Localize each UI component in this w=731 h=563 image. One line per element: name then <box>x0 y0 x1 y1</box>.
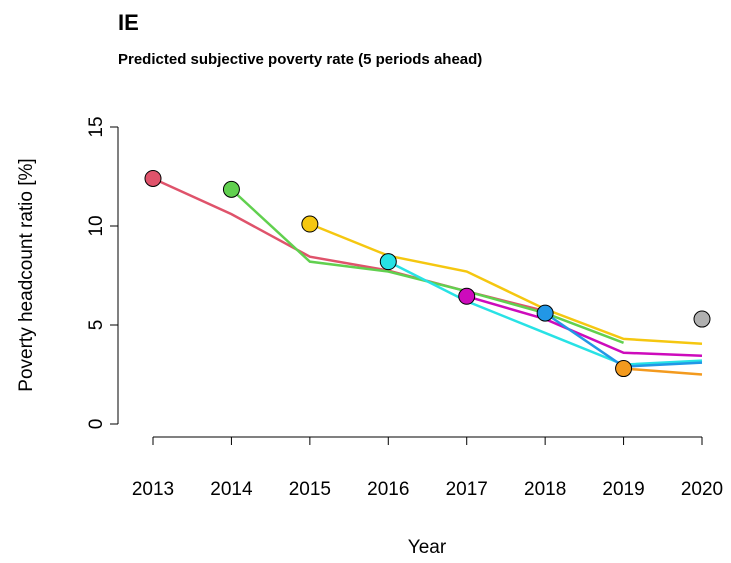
x-tick-label: 2018 <box>524 479 566 500</box>
x-tick-label: 2020 <box>681 479 723 500</box>
start-point <box>693 310 711 328</box>
y-tick-label: 15 <box>86 116 107 137</box>
y-axis-label: Poverty headcount ratio [%] <box>16 158 37 391</box>
start-point <box>379 253 397 271</box>
x-tick-label: 2014 <box>210 479 253 500</box>
x-tick-label: 2017 <box>446 479 488 500</box>
start-point <box>536 304 554 322</box>
start-point <box>615 360 633 378</box>
y-tick-label: 10 <box>86 215 107 236</box>
series-line <box>623 367 703 376</box>
chart-title: IE <box>118 10 139 35</box>
series-line <box>230 188 625 344</box>
x-tick-label: 2016 <box>367 479 409 500</box>
start-point <box>222 180 240 198</box>
series-line <box>152 177 546 313</box>
start-point <box>144 169 162 187</box>
x-tick-label: 2019 <box>602 479 644 500</box>
x-tick-label: 2013 <box>132 479 174 500</box>
chart-subtitle: Predicted subjective poverty rate (5 per… <box>118 51 482 68</box>
start-point <box>301 215 319 233</box>
series-line <box>466 295 703 357</box>
y-tick-label: 5 <box>86 320 107 331</box>
series-line <box>387 260 703 366</box>
series-line <box>309 222 703 346</box>
y-tick-label: 0 <box>86 419 107 430</box>
x-axis-label: Year <box>408 537 447 558</box>
x-tick-label: 2015 <box>289 479 331 500</box>
start-point <box>458 287 476 305</box>
